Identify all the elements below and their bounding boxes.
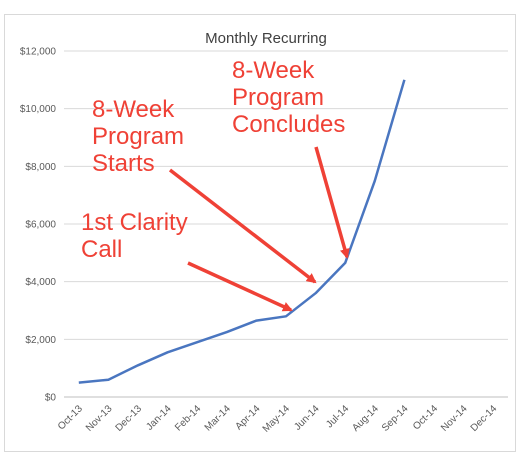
- annotation-arrow: [314, 146, 350, 259]
- annotation-text: 8-Week Program Concludes: [232, 57, 345, 138]
- annotation-line: Program: [232, 84, 324, 111]
- annotation-line: Program: [92, 123, 184, 150]
- chart-frame: [4, 14, 516, 452]
- x-tick-label: Oct-13: [56, 403, 85, 432]
- x-axis-ticks: Oct-13 Nov-13 Dec-13 Jan-14 Feb-14 Mar-14 Apr-…: [56, 403, 500, 435]
- y-tick-label: $4,000: [25, 277, 56, 288]
- x-tick-label: Dec-14: [469, 403, 500, 434]
- y-tick-label: $8,000: [25, 162, 56, 173]
- x-tick-label: Feb-14: [173, 403, 203, 433]
- y-tick-label: $12,000: [20, 47, 57, 58]
- y-tick-label: $2,000: [25, 335, 56, 346]
- annotation-arrow: [187, 261, 293, 312]
- y-tick-label: $10,000: [20, 104, 57, 115]
- annotation-line: 8-Week: [92, 96, 175, 123]
- x-tick-label: Nov-13: [84, 403, 115, 434]
- x-tick-label: Jul-14: [324, 403, 351, 430]
- x-tick-label: Mar-14: [203, 403, 233, 433]
- chart-title: Monthly Recurring: [205, 30, 327, 47]
- x-tick-label: Apr-14: [234, 403, 263, 432]
- annotation-line: 1st Clarity: [81, 209, 188, 236]
- gridlines: [64, 50, 508, 398]
- annotation-line: Call: [81, 236, 122, 263]
- annotation-line: Concludes: [232, 111, 345, 138]
- x-tick-label: Oct-14: [411, 403, 440, 432]
- x-tick-label: May-14: [261, 403, 293, 435]
- annotation-text: 1st Clarity Call: [81, 209, 188, 263]
- x-tick-label: Nov-14: [439, 403, 470, 434]
- series-monthly-recurring: [78, 79, 406, 384]
- x-tick-label: Jun-14: [292, 403, 322, 433]
- x-tick-label: Dec-13: [114, 403, 145, 434]
- annotation-line: 8-Week: [232, 57, 315, 84]
- series-line: [78, 79, 406, 384]
- x-tick-label: Jan-14: [144, 403, 174, 433]
- y-tick-label: $6,000: [25, 220, 56, 231]
- annotation-text: 8-Week Program Starts: [92, 96, 184, 177]
- x-tick-label: Sep-14: [380, 403, 411, 434]
- y-tick-label: $0: [45, 393, 57, 404]
- y-axis-ticks: $0 $2,000 $4,000 $6,000 $8,000 $10,000 $12,000: [20, 47, 57, 404]
- annotation-line: Starts: [92, 150, 155, 177]
- annotation-arrow: [168, 168, 317, 284]
- x-tick-label: Aug-14: [350, 403, 381, 434]
